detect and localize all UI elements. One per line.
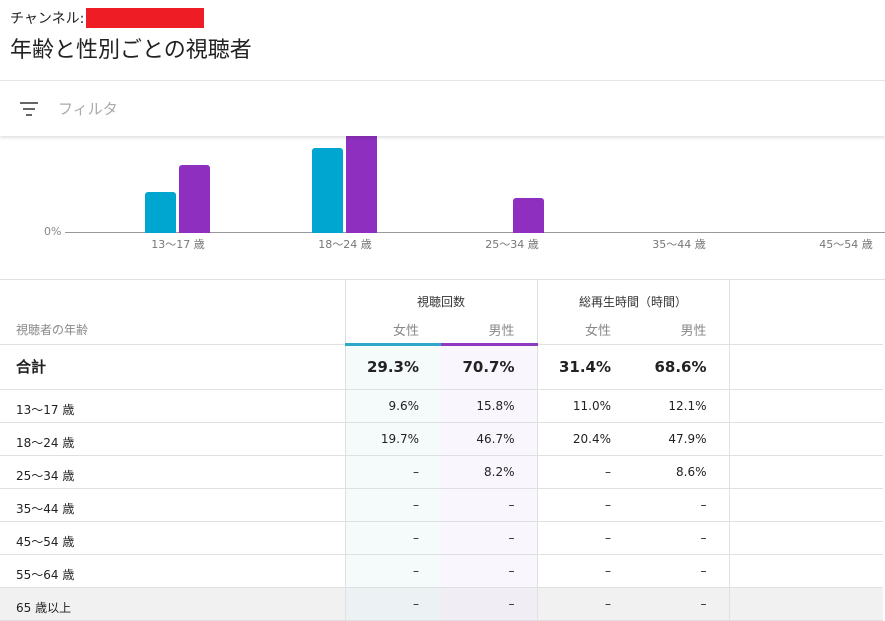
total-row: 合計 29.3% 70.7% 31.4% 68.6% (0, 342, 883, 390)
cell: – (441, 554, 537, 588)
cell: 15.8% (441, 389, 537, 423)
table-row: 35～44 歳 – – – – (0, 488, 883, 522)
age-gender-table: 視聴回数 総再生時間（時間） 視聴者の年齢 女性 男性 女性 男性 合計 29.… (0, 280, 883, 621)
cell (728, 389, 883, 423)
cell (728, 455, 883, 489)
cell (728, 554, 883, 588)
cell: 46.7% (441, 422, 537, 456)
x-axis (65, 232, 885, 233)
cell (728, 587, 883, 621)
male-bar[interactable] (179, 165, 210, 233)
cell: 31.4% (536, 344, 633, 390)
header-watch-time: 総再生時間（時間） (536, 280, 729, 316)
header-male: 男性 (633, 316, 729, 345)
cell: 68.6% (633, 344, 729, 390)
cell: 12.1% (633, 389, 729, 423)
x-tick-label: 45～54 歳 (819, 238, 873, 251)
cell: – (344, 455, 441, 489)
cell (728, 422, 883, 456)
header-age: 視聴者の年齢 (0, 316, 345, 345)
cell: – (536, 587, 633, 621)
x-tick-label: 35～44 歳 (652, 238, 706, 251)
redacted-channel-name (86, 8, 205, 28)
table-row: 65 歳以上 – – – – (0, 587, 883, 621)
row-label: 65 歳以上 (0, 587, 345, 621)
cell: 11.0% (536, 389, 633, 423)
male-bar[interactable] (513, 197, 544, 233)
channel-text: チャンネル: (10, 11, 85, 27)
filter-icon[interactable] (20, 101, 38, 116)
filter-input[interactable]: フィルタ (58, 100, 118, 118)
table-row: 45～54 歳 – – – – (0, 521, 883, 555)
cell: – (441, 488, 537, 522)
x-tick-label: 18～24 歳 (318, 238, 372, 251)
header-male: 男性 (441, 316, 537, 345)
cell: – (344, 488, 441, 522)
cell: – (536, 455, 633, 489)
cell (728, 521, 883, 555)
page-title: 年齢と性別ごとの視聴者 (10, 38, 252, 63)
cell: 29.3% (344, 342, 441, 390)
cell: 70.7% (441, 342, 537, 390)
cell: – (441, 521, 537, 555)
cell: 47.9% (633, 422, 729, 456)
x-tick-label: 25～34 歳 (485, 238, 539, 251)
row-label: 35～44 歳 (0, 488, 345, 522)
table-row: 25～34 歳 –8.2% –8.6% (0, 455, 883, 489)
cell: – (633, 587, 729, 621)
cell: 8.2% (441, 455, 537, 489)
cell: – (441, 587, 537, 621)
row-label: 25～34 歳 (0, 455, 345, 489)
cell: 20.4% (536, 422, 633, 456)
channel-label: チャンネル: (10, 8, 205, 28)
cell: – (633, 488, 729, 522)
y-tick-label: 0% (44, 225, 62, 238)
cell: – (344, 587, 441, 621)
cell: – (633, 554, 729, 588)
row-label: 18～24 歳 (0, 422, 345, 456)
cell: 8.6% (633, 455, 729, 489)
row-label: 45～54 歳 (0, 521, 345, 555)
row-label: 55～64 歳 (0, 554, 345, 588)
header-female: 女性 (536, 316, 633, 345)
filter-bar[interactable]: フィルタ (0, 80, 885, 136)
cell: – (536, 488, 633, 522)
x-tick-label: 13～17 歳 (151, 238, 205, 251)
cell: 19.7% (344, 422, 441, 456)
table-row: 13～17 歳 9.6% 15.8% 11.0% 12.1% (0, 389, 883, 423)
table-row: 18～24 歳 19.7% 46.7% 20.4% 47.9% (0, 422, 883, 456)
cell: – (633, 521, 729, 555)
total-label: 合計 (0, 344, 345, 390)
male-bar[interactable] (346, 136, 377, 233)
age-gender-chart: 0% 13～17 歳 18～24 歳 25～34 歳 35～44 歳 45～54 歳 (0, 136, 885, 280)
cell: – (536, 554, 633, 588)
cell (728, 488, 883, 522)
cell: – (536, 521, 633, 555)
female-bar[interactable] (145, 191, 176, 233)
header-views: 視聴回数 (344, 280, 537, 316)
header-female: 女性 (344, 316, 441, 345)
cell: – (344, 521, 441, 555)
row-label: 13～17 歳 (0, 389, 345, 423)
table-row: 55～64 歳 – – – – (0, 554, 883, 588)
female-bar[interactable] (312, 148, 343, 233)
cell: – (344, 554, 441, 588)
cell: 9.6% (344, 389, 441, 423)
